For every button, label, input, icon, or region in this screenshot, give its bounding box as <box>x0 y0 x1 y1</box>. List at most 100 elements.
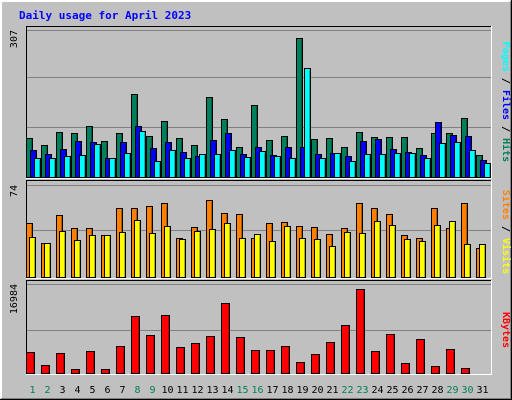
x-tick-label-day-17: 17 <box>266 385 278 396</box>
bar-visits-day-12 <box>194 231 201 278</box>
x-tick-label-day-18: 18 <box>281 385 293 396</box>
bar-visits-day-27 <box>419 241 426 278</box>
x-tick-label-day-3: 3 <box>59 385 65 396</box>
x-tick-label-day-15: 15 <box>236 385 248 396</box>
x-tick-label-day-2: 2 <box>44 385 50 396</box>
legend-top: Pages / Files / Hits <box>500 42 512 162</box>
bar-hits-day-13 <box>206 97 213 178</box>
bar-kbytes-day-5 <box>86 351 95 374</box>
bar-hits-day-19 <box>296 38 303 178</box>
x-tick-label-day-22: 22 <box>341 385 353 396</box>
bar-kbytes-day-11 <box>176 347 185 374</box>
bar-kbytes-day-23 <box>356 289 365 374</box>
bar-kbytes-day-17 <box>266 350 275 374</box>
bar-kbytes-day-21 <box>326 342 335 374</box>
bar-kbytes-day-18 <box>281 346 290 374</box>
bar-kbytes-day-14 <box>221 303 230 374</box>
bar-kbytes-day-4 <box>71 369 80 374</box>
bar-pages-day-27 <box>424 158 431 178</box>
bar-pages-day-6 <box>109 158 116 178</box>
bar-pages-day-31 <box>484 163 491 178</box>
bar-visits-day-3 <box>59 231 66 278</box>
bar-kbytes-day-25 <box>386 334 395 374</box>
bar-pages-day-19 <box>304 68 311 178</box>
bar-pages-day-7 <box>124 153 131 178</box>
bar-pages-day-13 <box>214 154 221 178</box>
bar-pages-day-15 <box>244 157 251 178</box>
legend-entry: Hits <box>500 138 512 162</box>
bar-pages-day-29 <box>454 142 461 178</box>
x-tick-label-day-23: 23 <box>356 385 368 396</box>
bar-pages-day-14 <box>229 150 236 178</box>
panel-middle: 74 Sites / Visits <box>9 180 512 279</box>
bar-visits-day-14 <box>224 223 231 278</box>
legend-entry: / <box>500 120 511 138</box>
bar-kbytes-day-15 <box>236 337 245 374</box>
x-tick-label-day-16: 16 <box>251 385 263 396</box>
bar-pages-day-9 <box>154 161 161 178</box>
bar-kbytes-day-29 <box>446 349 455 374</box>
bar-pages-day-23 <box>364 154 371 178</box>
bar-pages-day-8 <box>139 131 146 178</box>
x-tick-label-day-27: 27 <box>416 385 428 396</box>
bar-visits-day-31 <box>479 244 486 278</box>
bar-pages-day-1 <box>34 158 41 178</box>
bar-pages-day-11 <box>184 158 191 178</box>
bar-visits-day-24 <box>374 221 381 278</box>
x-tick-label-day-30: 30 <box>461 385 473 396</box>
bar-kbytes-day-28 <box>431 366 440 374</box>
bar-kbytes-day-13 <box>206 336 215 374</box>
bar-kbytes-day-19 <box>296 362 305 374</box>
bar-visits-day-21 <box>329 246 336 278</box>
bar-visits-day-23 <box>359 233 366 278</box>
x-tick-label-day-13: 13 <box>206 385 218 396</box>
bar-visits-day-4 <box>74 240 81 278</box>
x-tick-label-day-11: 11 <box>176 385 188 396</box>
bar-visits-day-30 <box>464 244 471 278</box>
x-tick-label-day-24: 24 <box>371 385 383 396</box>
bar-pages-day-16 <box>259 151 266 178</box>
x-tick-label-day-6: 6 <box>104 385 110 396</box>
bar-kbytes-day-22 <box>341 325 350 374</box>
x-tick-label-day-9: 9 <box>149 385 155 396</box>
bar-visits-day-6 <box>104 235 111 278</box>
bar-pages-day-26 <box>409 153 416 178</box>
bar-kbytes-day-27 <box>416 339 425 374</box>
x-tick-label-day-10: 10 <box>161 385 173 396</box>
bar-visits-day-8 <box>134 220 141 278</box>
x-tick-label-day-21: 21 <box>326 385 338 396</box>
axis-max-label: 307 <box>9 30 20 48</box>
bar-pages-day-18 <box>289 158 296 178</box>
bar-kbytes-day-1 <box>26 352 35 374</box>
bar-visits-day-2 <box>44 243 51 278</box>
legend-entry: / <box>500 72 511 90</box>
x-tick-label-day-4: 4 <box>74 385 80 396</box>
bar-pages-day-3 <box>64 156 71 178</box>
x-tick-label-day-20: 20 <box>311 385 323 396</box>
bar-visits-day-17 <box>269 241 276 278</box>
chart-panels: 307 Pages / Files / Hits 74 Sites / Visits 1… <box>9 26 512 375</box>
bar-visits-day-25 <box>389 225 396 278</box>
bar-pages-day-20 <box>319 158 326 178</box>
legend-entry: KBytes <box>500 312 511 348</box>
bar-visits-day-18 <box>284 226 291 278</box>
bar-visits-day-16 <box>254 234 261 278</box>
bar-visits-day-22 <box>344 232 351 278</box>
bar-visits-day-29 <box>449 221 456 278</box>
bar-pages-day-10 <box>169 150 176 178</box>
bar-visits-day-10 <box>164 226 171 278</box>
bar-kbytes-day-16 <box>251 350 260 374</box>
bar-kbytes-day-24 <box>371 351 380 374</box>
bar-visits-day-7 <box>119 232 126 278</box>
bar-kbytes-day-30 <box>461 368 470 374</box>
bar-pages-day-5 <box>94 144 101 178</box>
x-tick-label-day-7: 7 <box>119 385 125 396</box>
bar-visits-day-11 <box>179 239 186 278</box>
x-tick-label-day-14: 14 <box>221 385 233 396</box>
legend-entry: Pages <box>500 42 511 72</box>
x-tick-label-day-8: 8 <box>134 385 140 396</box>
x-tick-label-day-5: 5 <box>89 385 95 396</box>
x-tick-label-day-19: 19 <box>296 385 308 396</box>
